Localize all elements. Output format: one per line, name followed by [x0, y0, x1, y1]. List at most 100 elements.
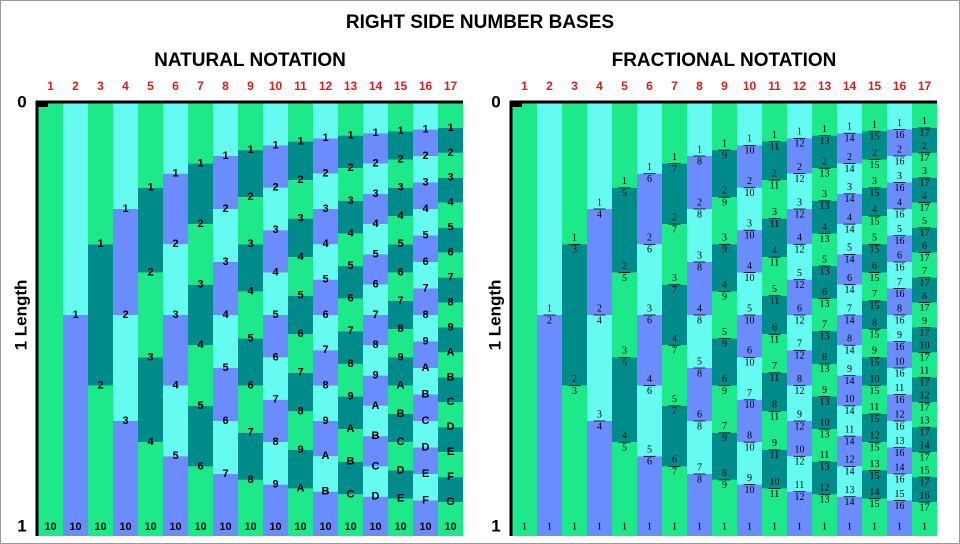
digit-label: 8 [447, 296, 453, 308]
segment [413, 129, 438, 156]
segment [912, 427, 937, 453]
denominator: 8 [697, 262, 702, 273]
digit-label: 5 [172, 450, 178, 462]
numerator: 6 [747, 346, 752, 357]
segment [313, 209, 338, 245]
segment [612, 272, 637, 358]
column-header: 8 [222, 79, 229, 93]
digit-label: 3 [447, 172, 453, 184]
column-header: 14 [369, 79, 383, 93]
numerator: 13 [895, 436, 905, 447]
segment [213, 421, 238, 474]
segment [712, 432, 737, 480]
title: RIGHT SIDE NUMBER BASES [346, 12, 614, 33]
digit-label: B [447, 371, 455, 383]
segment [288, 218, 313, 258]
column-header: 4 [596, 79, 603, 93]
segment [438, 477, 463, 503]
segment [438, 227, 463, 253]
segment [338, 103, 363, 136]
digit-label: 7 [322, 344, 328, 356]
denominator: 14 [845, 255, 855, 266]
segment [438, 103, 463, 128]
segment [288, 334, 313, 373]
digit-label: 4 [247, 285, 254, 297]
segment [113, 315, 138, 421]
segment [787, 491, 812, 536]
denominator: 13 [820, 462, 830, 473]
denominator: 17 [920, 153, 930, 164]
numerator: 2 [622, 261, 627, 272]
segment [912, 477, 937, 503]
segment [762, 103, 787, 142]
segment [887, 447, 912, 474]
segment [138, 357, 163, 443]
segment [512, 103, 537, 536]
numerator: 11 [820, 450, 830, 461]
numerator: 6 [697, 409, 702, 420]
segment [438, 377, 463, 403]
segment [912, 452, 937, 478]
segment [288, 180, 313, 219]
segment [812, 429, 837, 462]
bottom-value: 10 [119, 521, 131, 533]
segment [363, 496, 388, 536]
numerator: 7 [772, 361, 777, 372]
segment [887, 315, 912, 342]
segment [587, 421, 612, 536]
denominator: 10 [745, 442, 755, 453]
denominator: 15 [870, 301, 880, 312]
segment [862, 159, 887, 188]
segment [912, 352, 937, 378]
denominator: 15 [870, 160, 880, 171]
numerator: 1 [897, 118, 902, 129]
numerator: 5 [822, 254, 827, 265]
digit-label: 6 [247, 380, 253, 392]
column-header: 12 [319, 79, 333, 93]
segment [288, 411, 313, 450]
denominator: 17 [920, 477, 930, 488]
segment [188, 163, 213, 225]
segment [637, 244, 662, 315]
segment [637, 173, 662, 245]
segment [238, 197, 263, 245]
numerator: 7 [722, 421, 727, 432]
segment [862, 103, 887, 132]
digit-label: 9 [372, 369, 378, 381]
segment [388, 300, 413, 330]
digit-label: 1 [297, 135, 303, 147]
segment [238, 244, 263, 292]
digit-label: E [447, 446, 454, 458]
column-header: 9 [721, 79, 728, 93]
denominator: 4 [597, 421, 602, 432]
digit-label: 1 [97, 238, 103, 250]
segment [612, 357, 637, 443]
segment [712, 479, 737, 536]
numerator: 4 [772, 245, 777, 256]
numerator: 14 [895, 462, 905, 473]
digit-label: 2 [397, 153, 403, 165]
segment [263, 230, 288, 273]
segment [188, 466, 213, 536]
segment [188, 224, 213, 285]
denominator: 15 [870, 329, 880, 340]
numerator: 4 [722, 280, 727, 291]
segment [587, 103, 612, 209]
digit-label: 5 [347, 260, 353, 272]
segment [413, 368, 438, 395]
segment [712, 291, 737, 339]
numerator: 5 [747, 303, 752, 314]
segment [313, 173, 338, 209]
segment [862, 498, 887, 536]
digit-label: G [446, 496, 455, 508]
denominator: 12 [795, 174, 805, 185]
segment [887, 182, 912, 209]
numerator: 4 [922, 191, 927, 202]
denominator: 17 [920, 228, 930, 239]
numerator: 1 [647, 162, 652, 173]
segment [313, 244, 338, 280]
segment [413, 500, 438, 536]
segment [912, 227, 937, 253]
numerator: 3 [847, 182, 852, 193]
